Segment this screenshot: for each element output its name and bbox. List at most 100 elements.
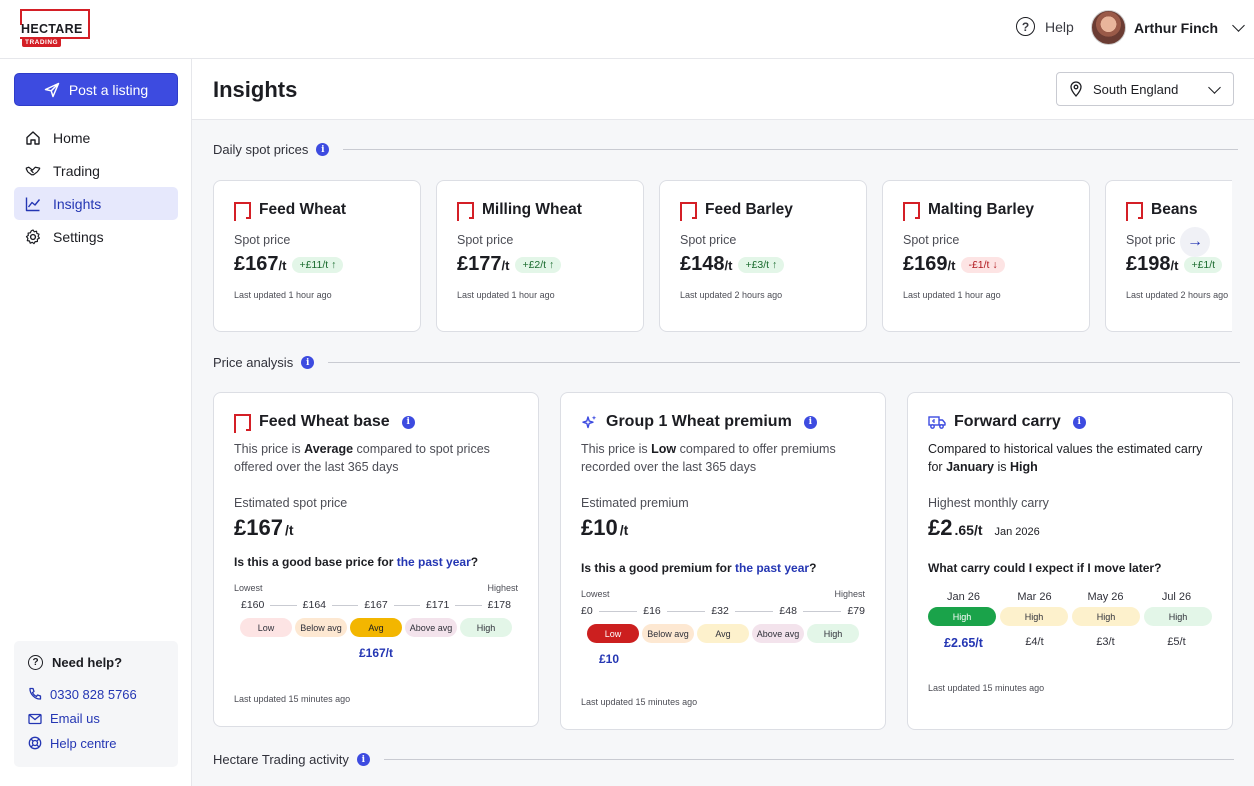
desc-text: is xyxy=(994,459,1010,474)
spot-card-malting-barley[interactable]: Malting Barley Spot price £169/t -£1/t ↓… xyxy=(882,180,1090,332)
send-icon xyxy=(44,82,60,97)
period-link[interactable]: the past year xyxy=(396,555,471,569)
tick-connector xyxy=(270,604,297,606)
region-value: South England xyxy=(1093,81,1179,97)
hectare-logo[interactable]: HECTARE TRADING xyxy=(20,9,92,49)
desc-month: January xyxy=(946,459,995,474)
sidebar-item-insights[interactable]: Insights xyxy=(14,187,178,220)
month-label: May 26 xyxy=(1087,591,1124,603)
price-value: £198 xyxy=(1126,253,1171,275)
spot-card-milling-wheat[interactable]: Milling Wheat Spot price £177/t +£2/t ↑ … xyxy=(436,180,644,332)
spot-price: £148/t xyxy=(680,253,732,276)
location-pin-icon xyxy=(1070,81,1082,97)
commodity-name: Milling Wheat xyxy=(482,201,582,218)
spot-card-feed-wheat[interactable]: Feed Wheat Spot price £167/t +£11/t ↑ La… xyxy=(213,180,421,332)
price-unit: /t xyxy=(724,258,733,273)
chevron-down-icon xyxy=(1232,19,1245,32)
value-unit: .65/t xyxy=(954,522,983,538)
spot-price-row: £177/t +£2/t ↑ xyxy=(457,253,623,276)
last-updated: Last updated 2 hours ago xyxy=(680,290,783,300)
info-icon[interactable]: i xyxy=(356,753,370,766)
level-pill-selected: High xyxy=(928,607,996,626)
carry-values: £2.65/t £4/t £3/t £5/t xyxy=(928,636,1212,650)
info-icon[interactable]: i xyxy=(301,356,315,369)
last-updated: Last updated 15 minutes ago xyxy=(234,694,351,704)
sidebar-item-label: Insights xyxy=(53,195,102,212)
band-avg-selected: Avg xyxy=(350,618,402,637)
tick-connector xyxy=(802,610,842,612)
arrow-right-icon: → xyxy=(1187,233,1203,250)
desc-text: This price is xyxy=(581,442,652,456)
title-text: Feed Wheat base xyxy=(259,413,390,430)
spot-card-beans[interactable]: Beans Spot pric £198/t +£1/t Last update… xyxy=(1105,180,1254,332)
desc-rating: Average xyxy=(304,442,354,456)
analysis-card-title: Feed Wheat base i xyxy=(234,413,518,433)
last-updated: Last updated 15 minutes ago xyxy=(928,683,1045,693)
help-centre-link[interactable]: Help centre xyxy=(28,731,164,756)
help-link[interactable]: ? Help xyxy=(1016,17,1074,36)
phone-number: 0330 828 5766 xyxy=(50,686,137,702)
truck-icon xyxy=(928,416,946,429)
price-value: £169 xyxy=(903,253,948,275)
sidebar-item-trading[interactable]: Trading xyxy=(14,154,178,187)
hectare-flag-icon xyxy=(680,201,697,221)
sidebar-item-settings[interactable]: Settings xyxy=(14,220,178,253)
info-icon[interactable]: i xyxy=(803,415,817,429)
hectare-flag-icon xyxy=(903,201,920,221)
spot-card-title: Milling Wheat xyxy=(457,201,623,221)
scale-tick: £171 xyxy=(425,599,450,611)
divider xyxy=(343,149,1239,150)
spot-label: Spot price xyxy=(457,233,514,247)
last-updated: Last updated 15 minutes ago xyxy=(581,697,698,707)
month-label: Mar 26 xyxy=(1017,591,1052,603)
scroll-right-button[interactable]: → xyxy=(1180,227,1210,257)
info-icon[interactable]: i xyxy=(316,143,330,156)
spot-card-title: Feed Barley xyxy=(680,201,846,221)
email-link[interactable]: Email us xyxy=(28,707,164,732)
tick-connector xyxy=(666,610,706,612)
band-high: High xyxy=(807,624,859,643)
sidebar-item-home[interactable]: Home xyxy=(14,121,178,154)
chevron-down-icon xyxy=(1208,80,1221,94)
post-listing-button[interactable]: Post a listing xyxy=(14,73,178,106)
sidebar-item-label: Home xyxy=(53,129,91,146)
user-menu[interactable]: Arthur Finch xyxy=(1091,10,1249,45)
title-text: Group 1 Wheat premium xyxy=(606,413,792,430)
help-label: Help xyxy=(1045,18,1074,35)
section-title: Price analysis xyxy=(213,355,294,370)
commodity-name: Malting Barley xyxy=(928,201,1034,218)
info-icon[interactable]: i xyxy=(401,415,415,429)
gear-icon xyxy=(25,228,41,245)
spot-label: Spot price xyxy=(234,233,291,247)
analysis-description: This price is Average compared to spot p… xyxy=(234,441,518,476)
analysis-description: This price is Low compared to offer prem… xyxy=(581,441,865,476)
band-above-avg: Above avg xyxy=(752,624,804,643)
month-label: Jul 26 xyxy=(1161,591,1192,603)
info-icon[interactable]: i xyxy=(1072,415,1086,429)
divider xyxy=(328,362,1241,363)
band-avg: Avg xyxy=(697,624,749,643)
avatar xyxy=(1091,10,1126,45)
hectare-flag-icon xyxy=(1126,201,1143,221)
analysis-card-title: Forward carry i xyxy=(928,413,1212,431)
spot-card-feed-barley[interactable]: Feed Barley Spot price £148/t +£3/t ↑ La… xyxy=(659,180,867,332)
value-date: Jan 2026 xyxy=(994,526,1040,538)
analysis-card-premium: Group 1 Wheat premium i This price is Low… xyxy=(560,392,886,730)
phone-link[interactable]: 0330 828 5766 xyxy=(28,682,164,707)
logo-wordmark: HECTARE xyxy=(21,22,83,36)
home-icon xyxy=(25,130,41,146)
highest-label: Highest xyxy=(487,583,518,593)
lowest-label: Lowest xyxy=(234,583,263,593)
question-end: ? xyxy=(809,561,817,575)
analysis-question: Is this a good base price for the past y… xyxy=(234,555,518,569)
question-icon: ? xyxy=(1016,17,1035,36)
period-link[interactable]: the past year xyxy=(735,561,810,575)
spot-price: £198/t xyxy=(1126,253,1178,276)
band-below-avg: Below avg xyxy=(642,624,694,643)
estimate-label: Estimated spot price xyxy=(234,496,348,510)
email-label: Email us xyxy=(50,711,100,727)
carry-levels: High High High High xyxy=(928,607,1212,626)
region-select[interactable]: South England xyxy=(1056,72,1234,106)
sidebar: Post a listing Home Trading Insights Set… xyxy=(0,59,192,786)
scale-tick: £0 xyxy=(581,605,593,617)
